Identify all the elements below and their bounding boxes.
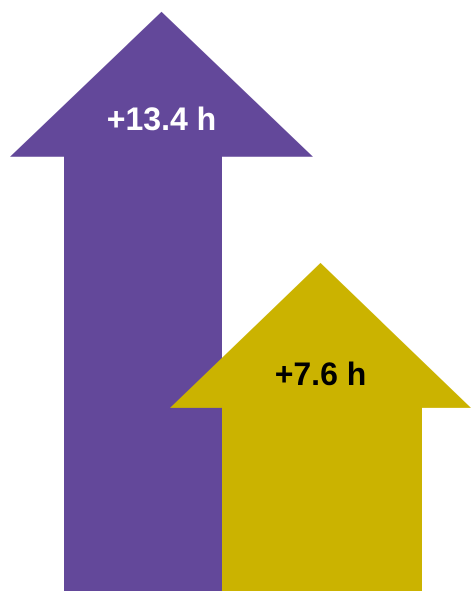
gold-arrow [170, 262, 471, 591]
purple-arrow-label: +13.4 h [107, 101, 216, 137]
purple-arrow [10, 11, 313, 591]
gold-arrow-label: +7.6 h [275, 356, 367, 392]
